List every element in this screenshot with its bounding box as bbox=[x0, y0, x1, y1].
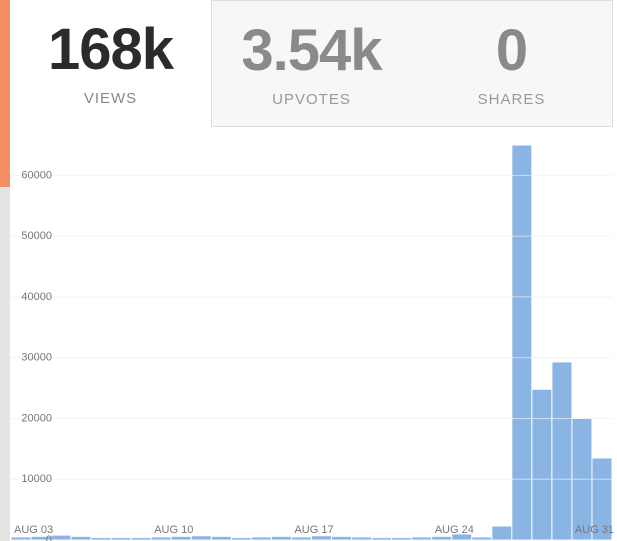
shares-label: SHARES bbox=[477, 91, 546, 108]
shares-tab[interactable]: 0 SHARES bbox=[411, 0, 613, 127]
views-tab[interactable]: 168k VIEWS bbox=[10, 0, 211, 127]
bar bbox=[70, 535, 92, 541]
active-indicator bbox=[0, 0, 10, 187]
bar bbox=[511, 144, 533, 541]
upvotes-label: UPVOTES bbox=[272, 91, 351, 108]
y-tick-label: 40000 bbox=[21, 291, 52, 303]
y-tick-label: 20000 bbox=[21, 412, 52, 424]
bar bbox=[170, 535, 192, 541]
x-tick-label: AUG 03 bbox=[14, 524, 53, 536]
shares-value: 0 bbox=[495, 18, 528, 83]
bar bbox=[491, 525, 513, 541]
bar bbox=[311, 535, 333, 541]
y-tick-label: 0 bbox=[46, 534, 52, 541]
bar bbox=[50, 534, 72, 541]
upvotes-value: 3.54k bbox=[241, 18, 382, 83]
x-tick-label: AUG 24 bbox=[435, 524, 474, 536]
bar bbox=[431, 535, 453, 541]
bar bbox=[190, 535, 212, 541]
bar bbox=[210, 535, 232, 541]
y-tick-label: 50000 bbox=[21, 230, 52, 242]
x-tick-label: AUG 10 bbox=[154, 524, 193, 536]
views-label: VIEWS bbox=[83, 90, 138, 107]
views-value: 168k bbox=[47, 17, 174, 82]
bar bbox=[531, 388, 553, 541]
x-tick-label: AUG 31 bbox=[575, 524, 614, 536]
y-tick-label: 60000 bbox=[21, 169, 52, 181]
upvotes-tab[interactable]: 3.54k UPVOTES bbox=[211, 0, 412, 127]
side-bar bbox=[0, 187, 10, 541]
y-tick-label: 10000 bbox=[21, 473, 52, 485]
bar bbox=[551, 361, 573, 541]
bar bbox=[270, 535, 292, 541]
x-tick-label: AUG 17 bbox=[294, 524, 333, 536]
bar bbox=[331, 535, 353, 541]
y-tick-label: 30000 bbox=[21, 352, 52, 364]
